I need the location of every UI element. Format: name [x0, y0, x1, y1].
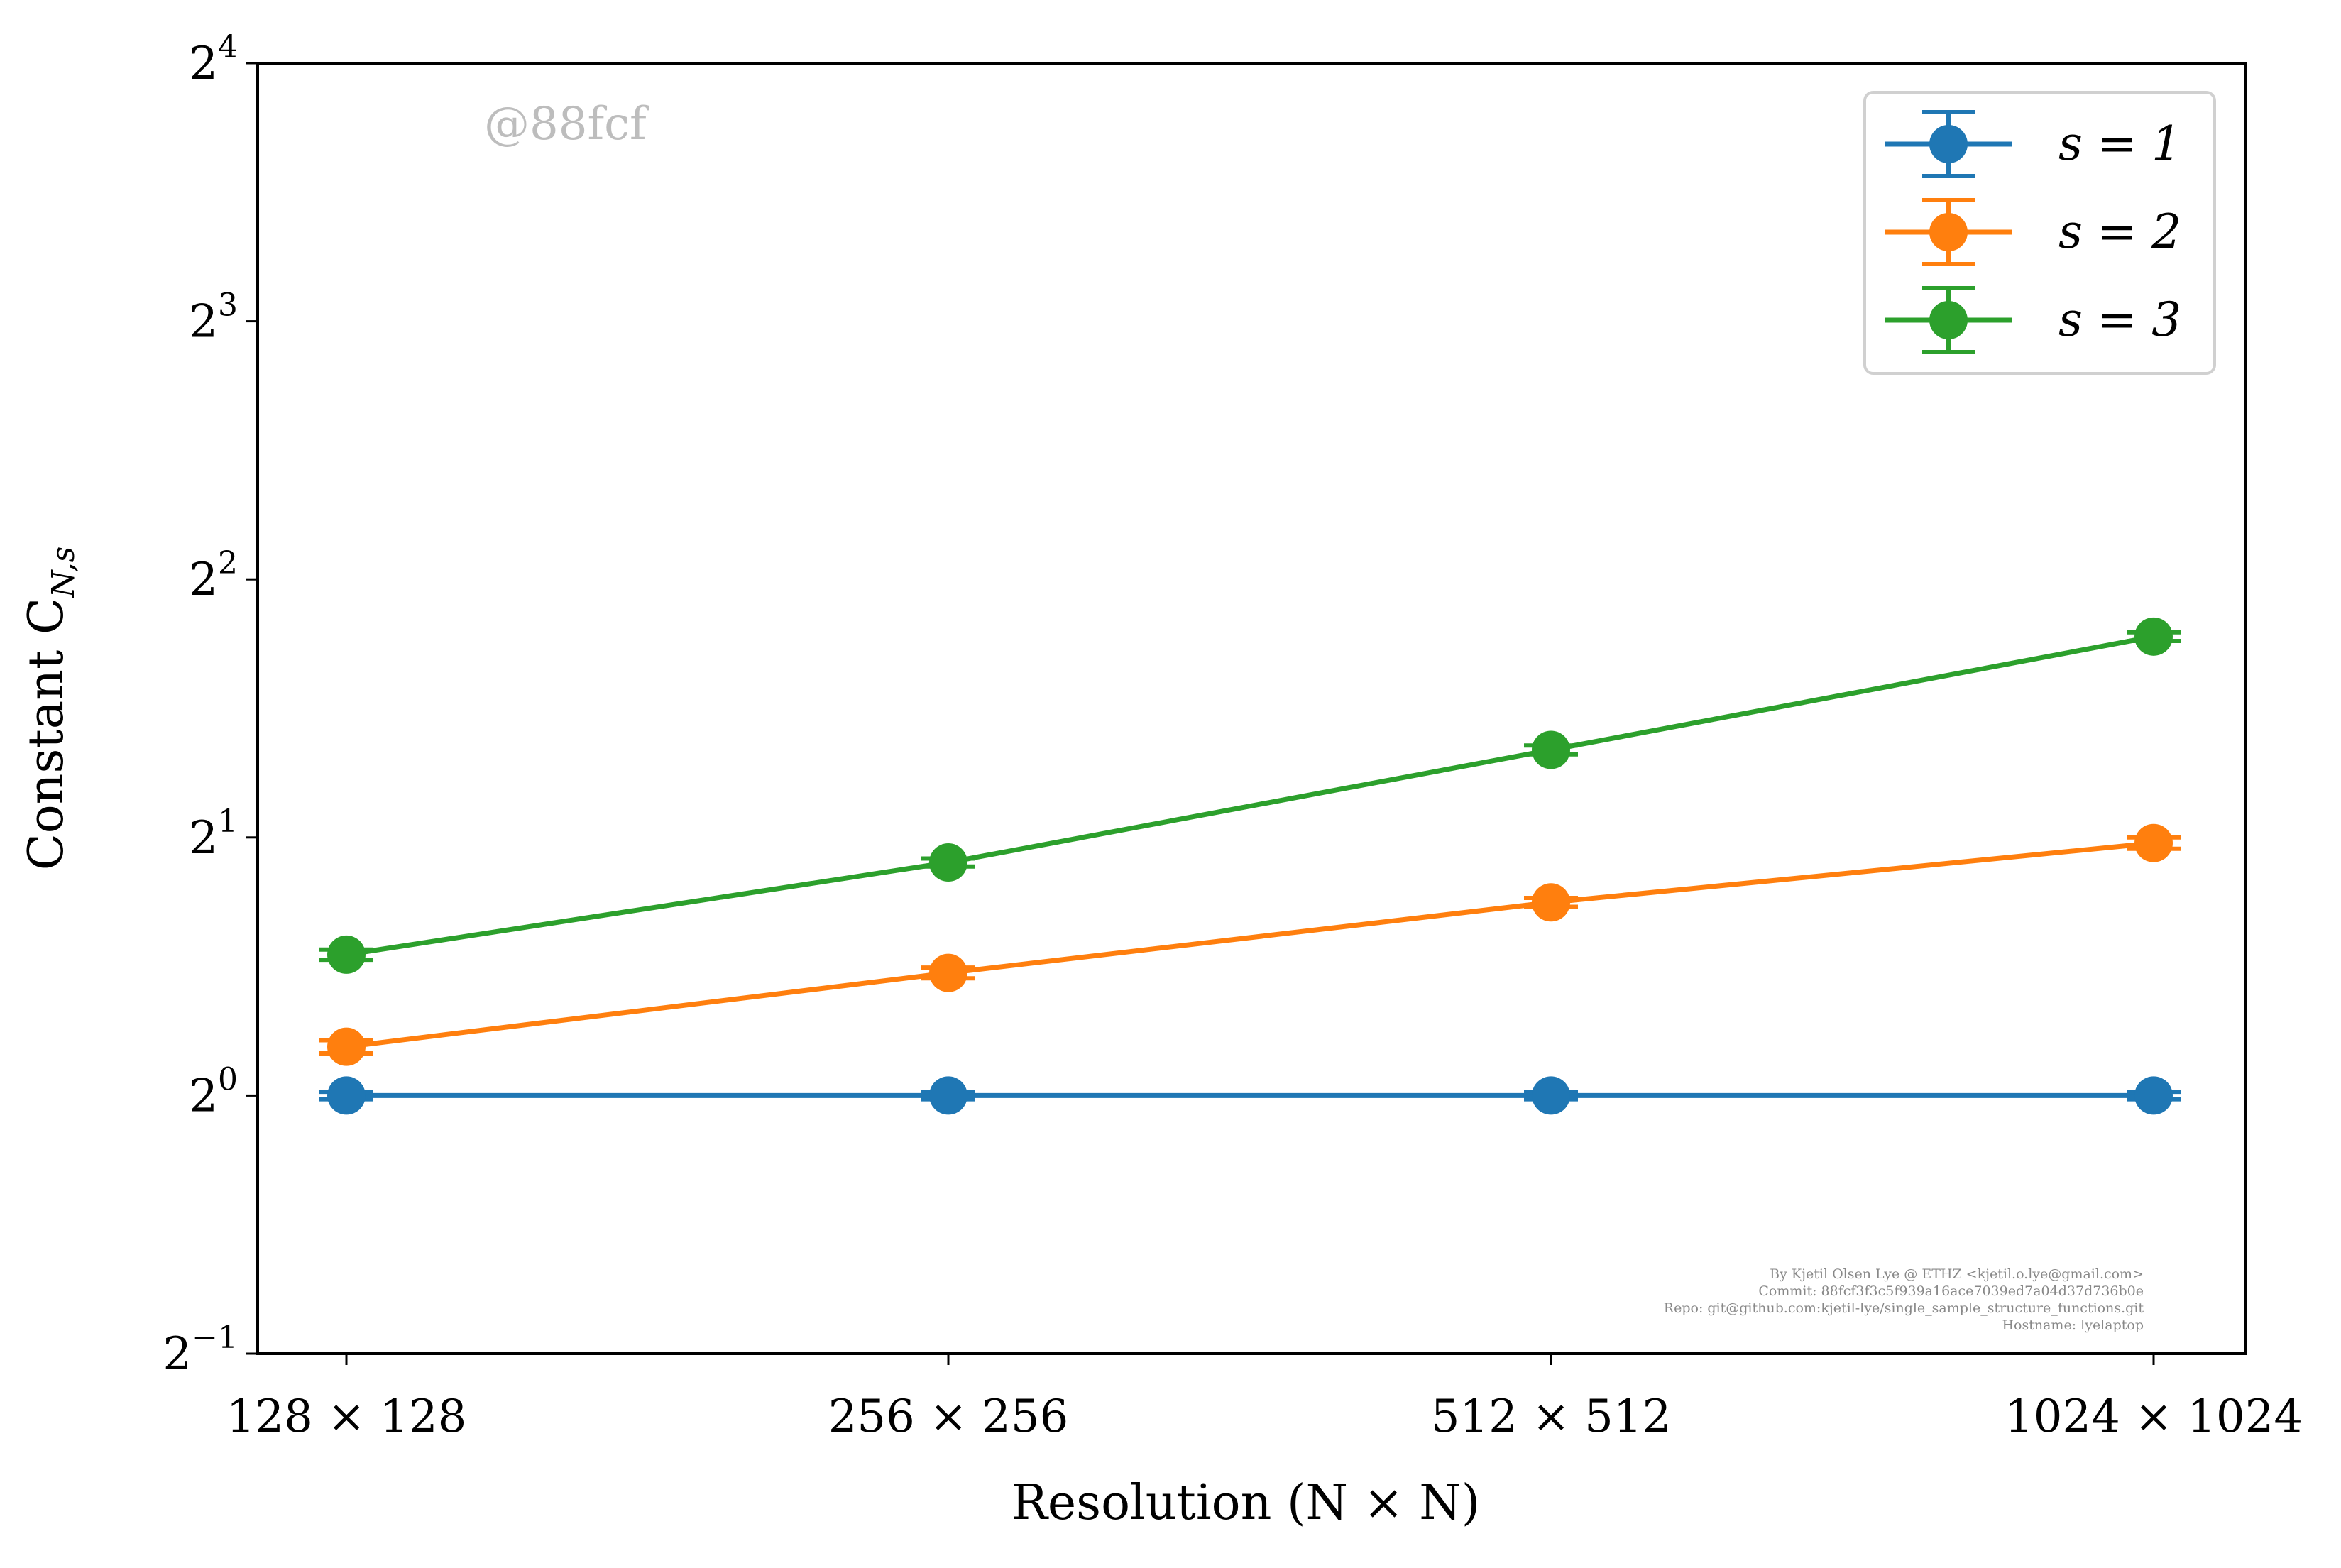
- y-tick-exponent: 1: [218, 804, 238, 840]
- series-s3: [319, 617, 2181, 974]
- data-point: [1532, 1076, 1570, 1115]
- x-axis-label: Resolution (N × N): [1011, 1475, 1481, 1531]
- data-point: [2134, 1076, 2173, 1115]
- data-point: [327, 935, 366, 974]
- data-point: [1532, 730, 1570, 769]
- y-tick-exponent: −1: [192, 1320, 238, 1356]
- legend-marker: [1929, 301, 1968, 339]
- y-tick-base: 2: [163, 1328, 192, 1381]
- credits-block: By Kjetil Olsen Lye @ ETHZ <kjetil.o.lye…: [1664, 1266, 2144, 1333]
- legend: s = 1 s = 2 s = 3: [1863, 91, 2216, 375]
- plot-frame: [256, 62, 2247, 1355]
- x-tick-label: 128 × 128: [226, 1391, 467, 1443]
- legend-marker: [1929, 125, 1968, 163]
- data-point: [1532, 883, 1570, 922]
- y-tick-base: 2: [189, 554, 218, 606]
- x-axis: 128 × 128 256 × 256 512 × 512 1024 × 1024: [226, 1354, 2303, 1443]
- legend-label: s = 3: [2058, 292, 2181, 347]
- legend-label: s = 2: [2058, 204, 2181, 259]
- y-tick-exponent: 3: [218, 287, 238, 324]
- y-tick-exponent: 4: [218, 29, 238, 65]
- y-tick-base: 2: [189, 1070, 218, 1122]
- x-tick-label: 256 × 256: [828, 1391, 1069, 1443]
- y-tick-label: 24: [189, 29, 238, 90]
- y-tick-base: 2: [189, 812, 218, 865]
- credit-line: Repo: git@github.com:kjetil-lye/single_s…: [1664, 1300, 2144, 1316]
- legend-entry: s = 1: [1885, 110, 2181, 178]
- legend-label: s = 1: [2058, 116, 2181, 171]
- y-tick-base: 2: [189, 296, 218, 349]
- credit-line: Commit: 88fcf3f3c5f939a16ace7039ed7a04d3…: [1758, 1283, 2144, 1299]
- data-point: [929, 953, 967, 992]
- y-tick-label: 22: [189, 545, 238, 606]
- svg-text:Constant CN,s: Constant CN,s: [18, 547, 82, 871]
- x-tick-label: 512 × 512: [1431, 1391, 1672, 1443]
- y-tick-label: 21: [189, 804, 238, 865]
- series-line: [346, 634, 2154, 958]
- data-point: [2134, 617, 2173, 656]
- legend-entries: s = 1 s = 2 s = 3: [1885, 110, 2181, 354]
- x-tick-label: 1024 × 1024: [2005, 1391, 2303, 1443]
- legend-entry: s = 3: [1885, 286, 2181, 354]
- legend-marker: [1929, 213, 1968, 251]
- data-point: [929, 1076, 967, 1115]
- data-point: [327, 1076, 366, 1115]
- y-tick-label: 20: [189, 1061, 238, 1122]
- data-point: [2134, 823, 2173, 862]
- series-layer: [319, 617, 2181, 1115]
- y-tick-label: 2−1: [163, 1320, 238, 1381]
- y-tick-exponent: 0: [218, 1061, 238, 1097]
- svg-text:Resolution (N × N): Resolution (N × N): [1011, 1475, 1481, 1531]
- y-axis-label-main: Constant C: [18, 598, 75, 870]
- series-s2: [319, 823, 2181, 1066]
- credit-line: Hostname: lyelaptop: [2002, 1317, 2144, 1333]
- watermark: @88fcf: [484, 98, 649, 150]
- legend-entry: s = 2: [1885, 198, 2181, 266]
- series-line: [346, 840, 2154, 1050]
- y-tick-base: 2: [189, 38, 218, 90]
- y-tick-label: 23: [189, 287, 238, 349]
- y-tick-exponent: 2: [218, 545, 238, 581]
- series-s1: [319, 1076, 2181, 1115]
- credit-line: By Kjetil Olsen Lye @ ETHZ <kjetil.o.lye…: [1770, 1266, 2144, 1282]
- data-point: [327, 1027, 366, 1066]
- y-axis-label-subscript: N,s: [45, 547, 82, 598]
- data-point: [929, 843, 967, 882]
- y-axis-label: Constant CN,s: [18, 547, 82, 871]
